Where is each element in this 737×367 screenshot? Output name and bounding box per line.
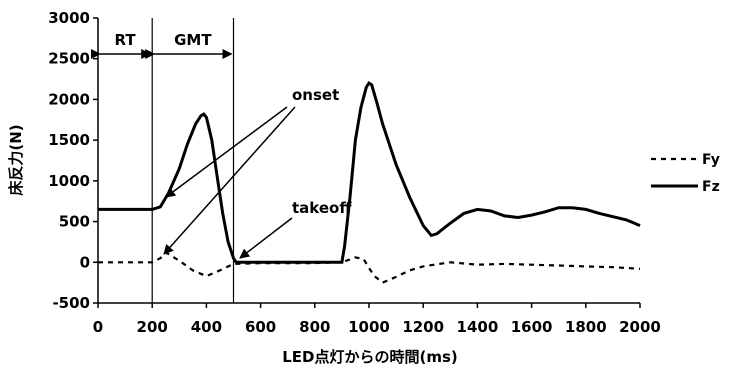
- x-tick-label: 400: [191, 318, 222, 336]
- onset-arrow-upper: [165, 106, 288, 198]
- series-fz-line: [98, 81, 641, 264]
- x-axis-title: LED点灯からの時間(ms): [282, 348, 458, 366]
- y-tick-label: 0: [80, 253, 90, 271]
- x-tick-label: 1800: [565, 318, 607, 336]
- y-tick-label: 2000: [48, 90, 90, 108]
- onset-label: onset: [292, 86, 339, 104]
- x-tick-label: 1400: [457, 318, 499, 336]
- y-ticks: 3000 2500 2000 1500 1000 500 0 -500: [48, 9, 98, 312]
- series-fy-line: [98, 251, 641, 284]
- x-tick-label: 1000: [348, 318, 390, 336]
- legend: Fy Fz: [651, 152, 720, 195]
- y-tick-label: -500: [52, 294, 90, 312]
- legend-fz-label: Fz: [702, 179, 720, 195]
- y-tick-label: 3000: [48, 9, 90, 27]
- x-tick-label: 200: [137, 318, 168, 336]
- x-ticks: 0 200 400 600 800 1000 1200 1400 1600 1800 2000: [93, 303, 661, 336]
- y-tick-label: 2500: [48, 50, 90, 68]
- takeoff-arrow: [239, 217, 293, 259]
- onset-arrow-lower: [163, 106, 296, 255]
- rt-label: RT: [115, 31, 137, 49]
- y-axis-title: 床反力(N): [7, 124, 25, 195]
- takeoff-label: takeoff: [292, 199, 352, 217]
- x-tick-label: 0: [93, 318, 103, 336]
- x-tick-label: 1600: [511, 318, 553, 336]
- legend-fy-label: Fy: [702, 152, 720, 168]
- y-tick-label: 1000: [48, 172, 90, 190]
- y-tick-label: 500: [59, 213, 90, 231]
- x-tick-label: 800: [299, 318, 330, 336]
- x-tick-label: 1200: [402, 318, 444, 336]
- gmt-label: GMT: [174, 31, 212, 49]
- x-tick-label: 2000: [619, 318, 661, 336]
- x-tick-label: 600: [245, 318, 276, 336]
- y-tick-label: 1500: [48, 131, 90, 149]
